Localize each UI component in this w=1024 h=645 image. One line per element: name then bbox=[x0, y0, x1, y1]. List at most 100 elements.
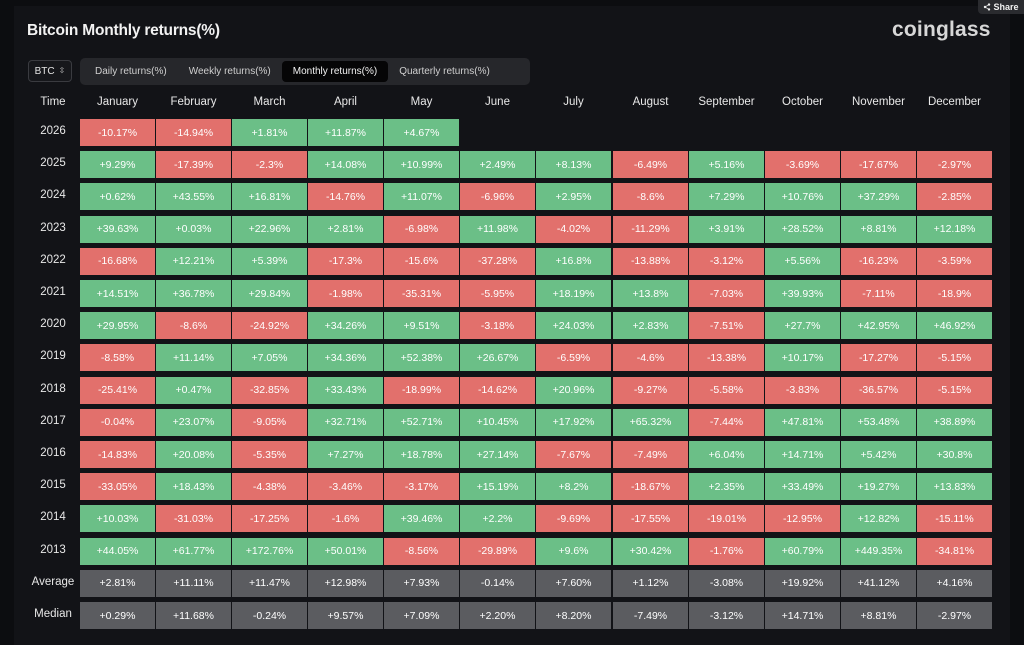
return-cell[interactable]: +12.21% bbox=[155, 246, 232, 276]
return-cell[interactable]: +0.62% bbox=[79, 182, 156, 212]
return-cell[interactable]: -3.46% bbox=[307, 472, 384, 502]
return-cell[interactable]: +5.16% bbox=[688, 150, 765, 180]
return-cell[interactable]: +9.6% bbox=[535, 536, 612, 566]
return-cell[interactable]: +24.03% bbox=[535, 311, 612, 341]
return-cell[interactable]: +52.38% bbox=[383, 343, 460, 373]
return-cell[interactable]: -4.6% bbox=[612, 343, 689, 373]
return-cell[interactable]: -5.15% bbox=[916, 343, 993, 373]
return-cell[interactable]: -6.49% bbox=[612, 150, 689, 180]
return-cell[interactable]: -13.38% bbox=[688, 343, 765, 373]
tab-monthly-returns[interactable]: Monthly returns(%) bbox=[281, 61, 389, 82]
summary-cell[interactable]: +8.20% bbox=[535, 601, 612, 630]
return-cell[interactable]: -15.11% bbox=[916, 504, 993, 534]
summary-cell[interactable]: -0.14% bbox=[459, 568, 536, 598]
return-cell[interactable]: +5.56% bbox=[764, 246, 841, 276]
summary-cell[interactable]: +1.12% bbox=[612, 568, 689, 598]
return-cell[interactable]: +11.14% bbox=[155, 343, 232, 373]
return-cell[interactable]: +27.14% bbox=[459, 440, 536, 469]
return-cell[interactable]: -8.6% bbox=[612, 182, 689, 212]
return-cell[interactable]: +33.43% bbox=[307, 375, 384, 405]
return-cell[interactable]: +29.84% bbox=[231, 279, 308, 308]
return-cell[interactable]: +18.43% bbox=[155, 472, 232, 502]
return-cell[interactable]: +3.91% bbox=[688, 214, 765, 244]
return-cell[interactable]: -14.62% bbox=[459, 375, 536, 405]
summary-cell[interactable]: +7.60% bbox=[535, 568, 612, 598]
return-cell[interactable]: +52.71% bbox=[383, 407, 460, 437]
return-cell[interactable]: +0.47% bbox=[155, 375, 232, 405]
return-cell[interactable]: -32.85% bbox=[231, 375, 308, 405]
return-cell[interactable]: -17.3% bbox=[307, 246, 384, 276]
return-cell[interactable]: +32.71% bbox=[307, 407, 384, 437]
return-cell[interactable]: +1.81% bbox=[231, 118, 308, 147]
asset-select[interactable]: BTC ⇳ bbox=[28, 60, 72, 82]
return-cell[interactable]: +2.95% bbox=[535, 182, 612, 212]
return-cell[interactable]: -5.95% bbox=[459, 279, 536, 308]
return-cell[interactable]: +12.18% bbox=[916, 214, 993, 244]
return-cell[interactable]: -0.04% bbox=[79, 407, 156, 437]
return-cell[interactable]: +11.87% bbox=[307, 118, 384, 147]
return-cell[interactable]: +10.76% bbox=[764, 182, 841, 212]
return-cell[interactable]: -9.27% bbox=[612, 375, 689, 405]
return-cell[interactable]: +46.92% bbox=[916, 311, 993, 341]
return-cell[interactable]: +60.79% bbox=[764, 536, 841, 566]
return-cell[interactable]: +9.29% bbox=[79, 150, 156, 180]
return-cell[interactable]: -3.59% bbox=[916, 246, 993, 276]
return-cell[interactable]: -1.76% bbox=[688, 536, 765, 566]
return-cell[interactable]: -17.25% bbox=[231, 504, 308, 534]
return-cell[interactable]: +22.96% bbox=[231, 214, 308, 244]
return-cell[interactable]: +28.52% bbox=[764, 214, 841, 244]
return-cell[interactable]: -33.05% bbox=[79, 472, 156, 502]
return-cell[interactable]: +29.95% bbox=[79, 311, 156, 341]
return-cell[interactable]: -31.03% bbox=[155, 504, 232, 534]
return-cell[interactable]: +6.04% bbox=[688, 440, 765, 469]
return-cell[interactable]: +30.8% bbox=[916, 440, 993, 469]
return-cell[interactable]: +8.81% bbox=[840, 214, 917, 244]
return-cell[interactable]: -3.18% bbox=[459, 311, 536, 341]
summary-cell[interactable]: +12.98% bbox=[307, 568, 384, 598]
return-cell[interactable]: +9.51% bbox=[383, 311, 460, 341]
summary-cell[interactable]: +11.68% bbox=[155, 601, 232, 630]
return-cell[interactable]: -6.98% bbox=[383, 214, 460, 244]
summary-cell[interactable]: +11.47% bbox=[231, 568, 308, 598]
tab-weekly-returns[interactable]: Weekly returns(%) bbox=[188, 66, 271, 77]
return-cell[interactable]: -8.6% bbox=[155, 311, 232, 341]
return-cell[interactable]: +20.08% bbox=[155, 440, 232, 469]
return-cell[interactable]: +36.78% bbox=[155, 279, 232, 308]
return-cell[interactable]: -5.58% bbox=[688, 375, 765, 405]
return-cell[interactable]: +14.71% bbox=[764, 440, 841, 469]
return-cell[interactable]: -3.17% bbox=[383, 472, 460, 502]
return-cell[interactable]: -7.67% bbox=[535, 440, 612, 469]
return-cell[interactable]: +2.35% bbox=[688, 472, 765, 502]
return-cell[interactable]: -18.99% bbox=[383, 375, 460, 405]
return-cell[interactable]: -2.85% bbox=[916, 182, 993, 212]
return-cell[interactable]: -14.94% bbox=[155, 118, 232, 147]
return-cell[interactable]: -17.67% bbox=[840, 150, 917, 180]
summary-cell[interactable]: -7.49% bbox=[612, 601, 689, 630]
return-cell[interactable]: +65.32% bbox=[612, 407, 689, 437]
return-cell[interactable]: -17.39% bbox=[155, 150, 232, 180]
return-cell[interactable]: +15.19% bbox=[459, 472, 536, 502]
return-cell[interactable]: +20.96% bbox=[535, 375, 612, 405]
return-cell[interactable]: -18.67% bbox=[612, 472, 689, 502]
summary-cell[interactable]: -0.24% bbox=[231, 601, 308, 630]
summary-cell[interactable]: +14.71% bbox=[764, 601, 841, 630]
return-cell[interactable]: -18.9% bbox=[916, 279, 993, 308]
return-cell[interactable]: -34.81% bbox=[916, 536, 993, 566]
summary-cell[interactable]: +2.20% bbox=[459, 601, 536, 630]
summary-cell[interactable]: +8.81% bbox=[840, 601, 917, 630]
return-cell[interactable]: -4.38% bbox=[231, 472, 308, 502]
return-cell[interactable]: +47.81% bbox=[764, 407, 841, 437]
return-cell[interactable]: +16.81% bbox=[231, 182, 308, 212]
return-cell[interactable]: -9.05% bbox=[231, 407, 308, 437]
return-cell[interactable]: -36.57% bbox=[840, 375, 917, 405]
return-cell[interactable]: +19.27% bbox=[840, 472, 917, 502]
return-cell[interactable]: -19.01% bbox=[688, 504, 765, 534]
return-cell[interactable]: -13.88% bbox=[612, 246, 689, 276]
return-cell[interactable]: -14.76% bbox=[307, 182, 384, 212]
tab-quarterly-returns[interactable]: Quarterly returns(%) bbox=[399, 66, 490, 77]
summary-cell[interactable]: +7.93% bbox=[383, 568, 460, 598]
return-cell[interactable]: +8.13% bbox=[535, 150, 612, 180]
return-cell[interactable]: +4.67% bbox=[383, 118, 460, 147]
return-cell[interactable]: +12.82% bbox=[840, 504, 917, 534]
summary-cell[interactable]: +41.12% bbox=[840, 568, 917, 598]
